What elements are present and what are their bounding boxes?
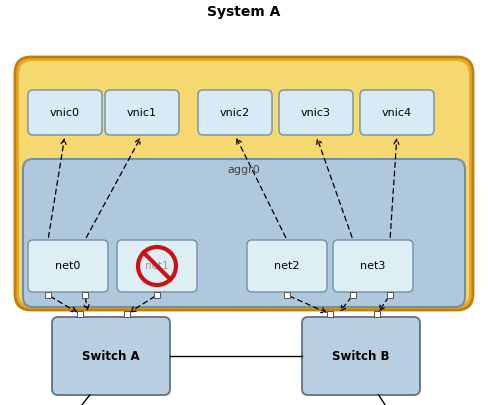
Text: net1: net1 <box>145 261 169 271</box>
Bar <box>374 311 380 317</box>
FancyBboxPatch shape <box>333 240 413 292</box>
Bar <box>77 311 83 317</box>
Bar <box>327 311 333 317</box>
FancyBboxPatch shape <box>279 90 353 135</box>
FancyBboxPatch shape <box>23 159 465 307</box>
FancyBboxPatch shape <box>247 240 327 292</box>
Bar <box>387 292 393 298</box>
Text: net2: net2 <box>274 261 300 271</box>
Bar <box>124 311 130 317</box>
FancyBboxPatch shape <box>117 240 197 292</box>
FancyBboxPatch shape <box>15 57 473 310</box>
Bar <box>154 292 160 298</box>
FancyBboxPatch shape <box>52 317 170 395</box>
Text: Switch B: Switch B <box>332 350 390 362</box>
Bar <box>82 292 88 298</box>
FancyBboxPatch shape <box>360 90 434 135</box>
FancyBboxPatch shape <box>19 61 469 306</box>
FancyBboxPatch shape <box>28 240 108 292</box>
Text: net0: net0 <box>55 261 81 271</box>
Text: Switch A: Switch A <box>82 350 140 362</box>
Text: vnic1: vnic1 <box>127 107 157 117</box>
FancyBboxPatch shape <box>28 90 102 135</box>
FancyBboxPatch shape <box>302 317 420 395</box>
Text: vnic2: vnic2 <box>220 107 250 117</box>
FancyBboxPatch shape <box>198 90 272 135</box>
Bar <box>45 292 51 298</box>
Text: vnic3: vnic3 <box>301 107 331 117</box>
Bar <box>284 292 290 298</box>
Text: System A: System A <box>207 5 281 19</box>
Text: vnic0: vnic0 <box>50 107 80 117</box>
Text: aggr0: aggr0 <box>227 165 261 175</box>
Bar <box>350 292 356 298</box>
Text: vnic4: vnic4 <box>382 107 412 117</box>
FancyBboxPatch shape <box>105 90 179 135</box>
Text: net3: net3 <box>360 261 386 271</box>
